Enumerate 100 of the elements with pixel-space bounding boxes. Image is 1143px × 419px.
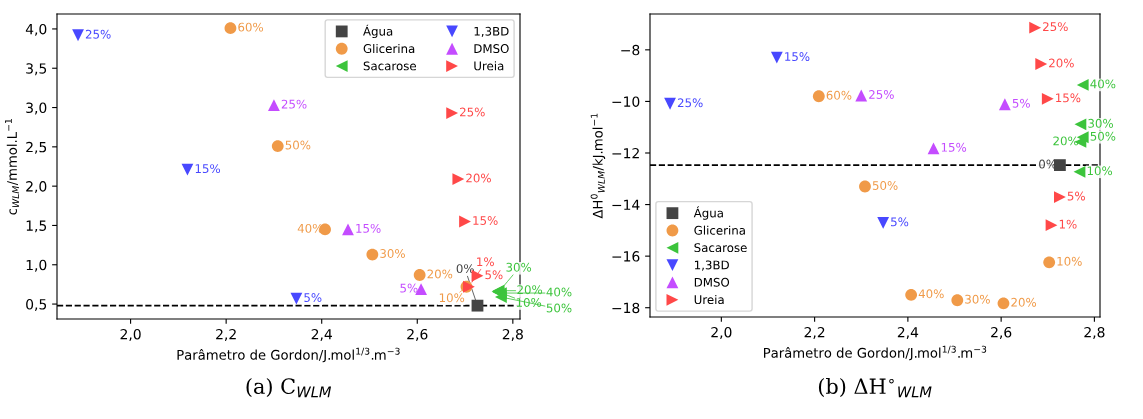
y-tick-label: 1,0	[26, 259, 47, 272]
point	[224, 22, 237, 35]
x-tick-label: 2,0	[711, 326, 732, 339]
point	[770, 51, 783, 64]
y-tick-label: −8	[621, 44, 640, 56]
x-tick-label: 2,8	[502, 328, 523, 341]
point	[1073, 165, 1086, 178]
x-tick-label: 2,2	[216, 328, 236, 341]
legend-label: Água	[363, 24, 393, 38]
annotation: 5%	[400, 283, 418, 293]
annotation: 50%	[1090, 131, 1116, 141]
legend-label: Água	[693, 206, 723, 220]
annotation: 1%	[1059, 219, 1077, 229]
point	[181, 163, 194, 176]
annotation: 60%	[238, 22, 264, 32]
x-tick-label: 2,0	[120, 328, 141, 341]
point	[271, 140, 284, 152]
x-axis-title: Parâmetro de Gordon/J.mol$^{1/3}$.m$^{−3}$	[177, 347, 400, 363]
annotation: 25%	[1043, 22, 1068, 32]
point	[1074, 118, 1087, 131]
point	[471, 299, 484, 312]
annotation: 40%	[918, 289, 944, 299]
point	[1053, 191, 1066, 203]
annotation: 15%	[941, 142, 967, 152]
legend-label: Sacarose	[363, 61, 417, 71]
annotation: 25%	[677, 98, 703, 108]
point	[1035, 58, 1048, 70]
text: (b) ΔH$^{∘}$$_{WLM}$	[818, 377, 932, 398]
y-tick-label: 2,5	[26, 141, 47, 154]
y-tick-label: −10	[612, 96, 640, 107]
point	[1076, 79, 1089, 91]
annotation: 25%	[460, 107, 485, 117]
point	[664, 97, 676, 110]
annotation: 15%	[195, 164, 221, 174]
annotation: 5%	[891, 217, 909, 227]
legend-label: Ureia	[474, 61, 504, 71]
point	[998, 98, 1011, 111]
annotation: 10%	[1087, 166, 1113, 176]
point	[459, 215, 471, 228]
x-tick-label: 2,6	[991, 326, 1012, 339]
legend-label: Sacarose	[694, 243, 747, 253]
annotation: 15%	[785, 52, 810, 62]
annotation: 1%	[477, 257, 494, 267]
point	[812, 90, 825, 103]
annotation: 25%	[85, 29, 111, 39]
annotation: 40%	[546, 287, 572, 297]
y-tick-label: 1,5	[26, 220, 47, 233]
annotation: 5%	[485, 270, 503, 280]
y-tick-label: 4,0	[25, 23, 47, 36]
annotation: 20%	[1053, 136, 1079, 146]
x-tick-label: 2,8	[1084, 326, 1105, 339]
annotation: 15%	[473, 216, 498, 225]
point	[452, 173, 465, 185]
annotation: 30%	[506, 262, 532, 272]
point	[290, 292, 303, 305]
y-tick-label: 0,5	[26, 299, 47, 311]
point	[997, 297, 1010, 310]
point	[1045, 219, 1058, 232]
y-axis-title: ΔH$^{0}$$_{WLM}$/kJ.mol$^{−1}$	[590, 113, 606, 219]
x-tick-label: 2,4	[897, 326, 919, 339]
annotation: 5%	[1067, 191, 1085, 201]
y-tick-label: −16	[612, 251, 640, 262]
annotation: 20%	[1011, 297, 1037, 307]
point	[951, 294, 964, 307]
legend-label: DMSO	[694, 277, 730, 287]
legend-label: Glicerina	[363, 43, 415, 54]
x-tick-label: 2,4	[311, 328, 332, 341]
y-axis-title: c$_{WLM}$/mmol.L$^{−1}$	[5, 119, 19, 215]
annotation: 10%	[1057, 256, 1082, 266]
x-tick-label: 2,2	[804, 326, 825, 339]
annotation: 40%	[1090, 79, 1116, 89]
annotation: 60%	[826, 90, 852, 100]
point	[859, 180, 871, 193]
point	[366, 248, 379, 261]
point	[72, 29, 84, 42]
point	[342, 223, 354, 236]
annotation: 5%	[304, 293, 322, 302]
point	[494, 291, 507, 303]
annotation: 30%	[965, 294, 990, 304]
legend-label: 1,3BD	[694, 260, 729, 271]
x-axis-title: Parâmetro de Gordon/J.mol$^{1/3}$.m$^{−3}$	[764, 345, 987, 361]
y-tick-label: 3,5	[26, 63, 47, 76]
annotation: 30%	[1088, 118, 1113, 128]
point	[877, 216, 890, 229]
y-tick-label: −14	[612, 199, 640, 210]
annotation: 10%	[439, 293, 465, 303]
annotation: 30%	[380, 249, 405, 258]
point	[413, 269, 426, 281]
point	[1076, 131, 1089, 144]
legend-label: 1,3BD	[474, 26, 509, 37]
point	[1029, 21, 1042, 34]
annotation: 15%	[1056, 93, 1081, 103]
point	[927, 142, 940, 155]
annotation: 0%	[456, 264, 474, 274]
point	[1041, 92, 1054, 105]
point	[268, 99, 280, 112]
annotation: 25%	[869, 89, 894, 99]
point	[905, 288, 918, 301]
text: (a) C$_{WLM}$	[246, 377, 332, 398]
y-tick-label: 2,0	[26, 181, 47, 194]
